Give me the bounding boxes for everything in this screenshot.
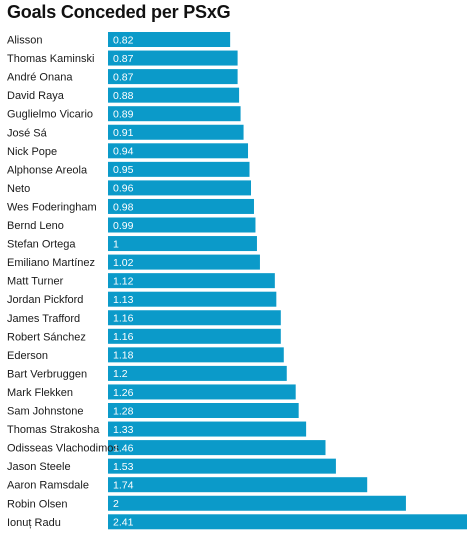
data-label: 0.95 [113, 164, 134, 176]
bar [108, 198, 254, 214]
bar [108, 421, 307, 437]
data-label: 1.18 [113, 350, 134, 362]
bar [108, 440, 326, 456]
bar [108, 514, 467, 530]
data-label: 1.53 [113, 461, 134, 473]
data-label: 0.96 [113, 183, 134, 195]
chart-title: Goals Conceded per PSxG [7, 2, 231, 22]
category-label: James Trafford [7, 313, 80, 325]
data-label: 1 [113, 238, 119, 250]
category-label: Robin Olsen [7, 498, 68, 510]
category-label: Thomas Kaminski [7, 53, 94, 65]
bar [108, 32, 231, 47]
bar [108, 347, 284, 363]
category-label: José Sá [7, 127, 48, 139]
bar [108, 254, 260, 270]
data-label: 0.89 [113, 109, 134, 121]
category-label: Mark Flekken [7, 387, 73, 399]
data-label: 0.99 [113, 220, 134, 232]
bar [108, 310, 281, 326]
data-label: 1.26 [113, 387, 134, 399]
data-label: 0.87 [113, 53, 134, 65]
bar [108, 180, 251, 196]
data-label: 0.88 [113, 90, 134, 102]
bar [108, 161, 250, 177]
data-label: 1.16 [113, 331, 134, 343]
category-label: Odisseas Vlachodimos [7, 443, 119, 455]
category-label: Jason Steele [7, 461, 71, 473]
category-label: Robert Sánchez [7, 331, 86, 343]
category-label: Guglielmo Vicario [7, 109, 93, 121]
bar [108, 50, 238, 66]
bar [108, 384, 296, 400]
data-label: 1.74 [113, 480, 134, 492]
category-label: Aaron Ramsdale [7, 480, 89, 492]
category-label: Alphonse Areola [7, 164, 88, 176]
bar [108, 273, 275, 289]
category-label: André Onana [7, 72, 73, 84]
category-label: Bernd Leno [7, 220, 64, 232]
category-label: Emiliano Martínez [7, 257, 95, 269]
data-label: 0.87 [113, 71, 134, 83]
category-label: David Raya [7, 90, 65, 102]
bar [108, 328, 281, 344]
data-label: 1.13 [113, 294, 134, 306]
bar [108, 124, 244, 140]
data-label: 2 [113, 498, 119, 510]
data-label: 0.94 [113, 146, 134, 158]
data-label: 1.28 [113, 405, 134, 417]
data-label: 1.12 [113, 275, 134, 287]
category-label: Matt Turner [7, 276, 64, 288]
category-label: Ederson [7, 350, 48, 362]
bar [108, 217, 256, 233]
bar [108, 143, 249, 159]
category-label: Bart Verbruggen [7, 368, 87, 380]
category-label: Neto [7, 183, 30, 195]
bar [108, 236, 257, 252]
category-label: Wes Foderingham [7, 201, 97, 213]
data-label: 1.46 [113, 442, 134, 454]
category-label: Ionuț Radu [7, 517, 61, 529]
data-label: 0.91 [113, 127, 134, 139]
data-label: 1.02 [113, 257, 134, 269]
category-label: Jordan Pickford [7, 294, 83, 306]
category-label: Sam Johnstone [7, 406, 83, 418]
data-label: 0.98 [113, 201, 134, 213]
bar [108, 477, 368, 493]
bar [108, 365, 287, 381]
category-label: Alisson [7, 35, 42, 47]
data-label: 2.41 [113, 517, 134, 529]
bar [108, 69, 238, 85]
category-label: Nick Pope [7, 146, 57, 158]
bar [108, 403, 299, 418]
bar [108, 291, 277, 307]
data-label: 0.82 [113, 34, 134, 46]
data-label: 1.16 [113, 313, 134, 325]
bar [108, 458, 336, 474]
data-label: 1.33 [113, 424, 134, 436]
data-label: 1.2 [113, 368, 128, 380]
bar [108, 106, 241, 122]
category-label: Thomas Strakosha [7, 424, 100, 436]
bar [108, 495, 406, 511]
category-label: Stefan Ortega [7, 239, 76, 251]
bar [108, 87, 240, 103]
